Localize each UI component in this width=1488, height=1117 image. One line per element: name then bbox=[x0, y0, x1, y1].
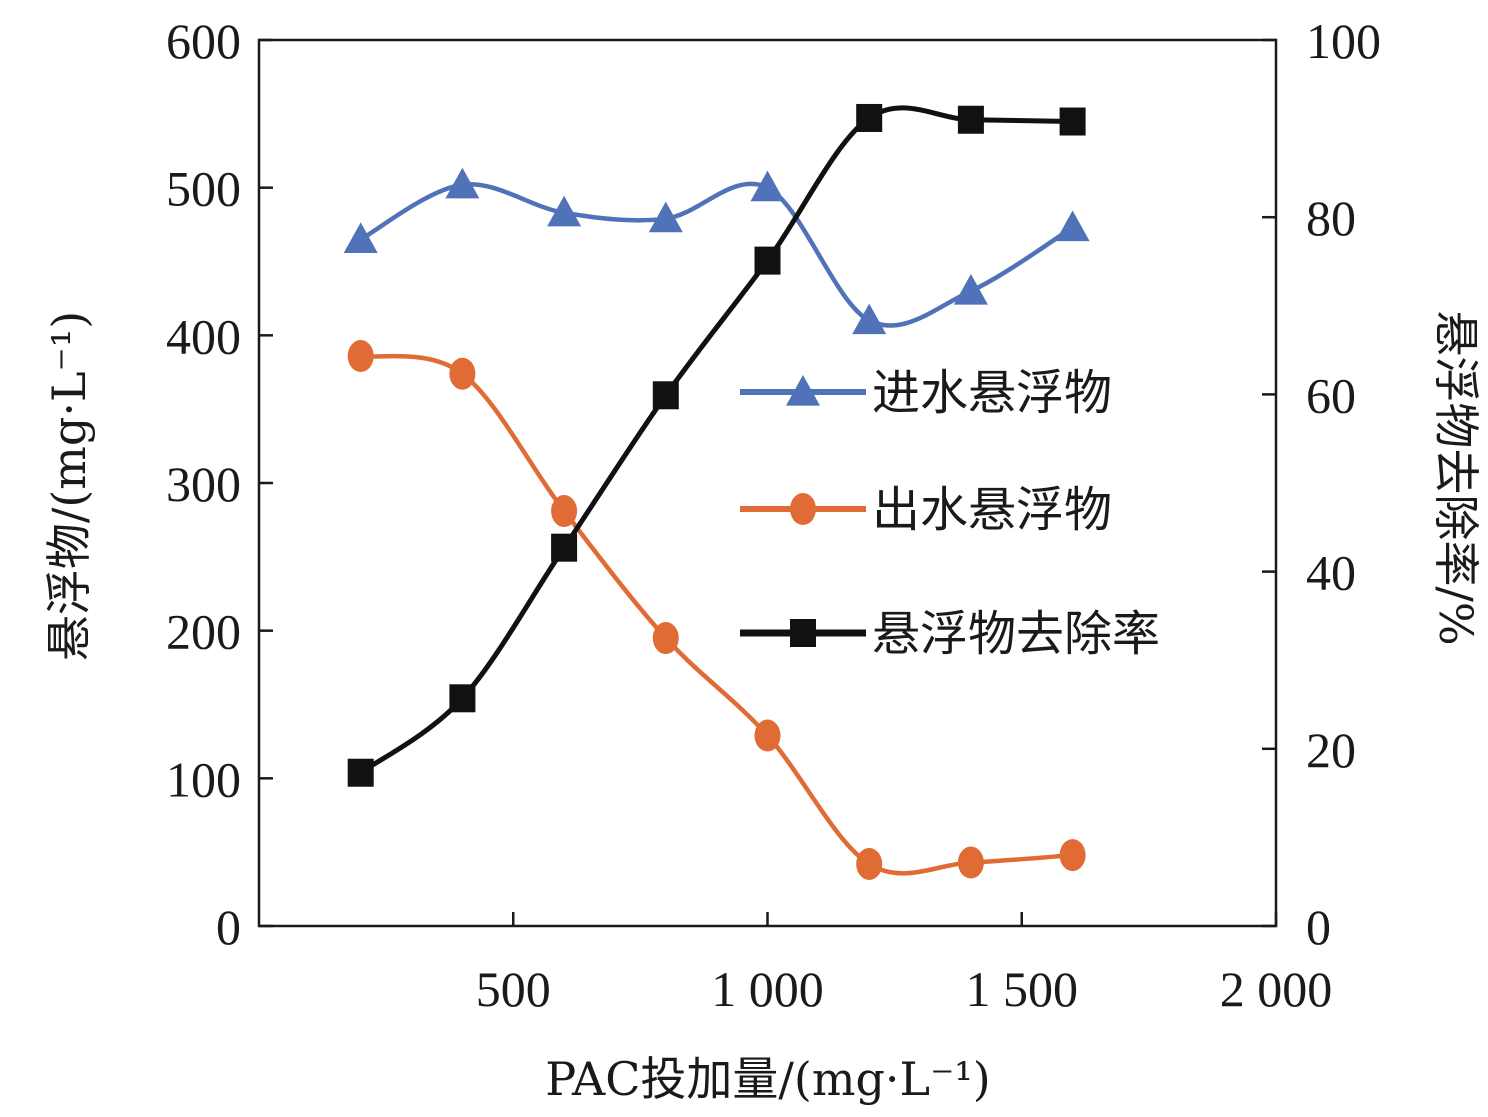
legend-item-outflow-ss: 出水悬浮物 bbox=[740, 482, 1112, 538]
series-inflow-ss bbox=[343, 167, 1090, 335]
data-point-inflow-ss bbox=[445, 167, 480, 199]
data-point-outflow-ss bbox=[856, 847, 883, 880]
x-tick-label: 1 500 bbox=[966, 961, 1079, 1017]
data-point-inflow-ss bbox=[750, 170, 785, 202]
data-point-outflow-ss bbox=[754, 719, 781, 752]
y-left-axis-ticks: 0 100 200 300 400 500 600 bbox=[166, 13, 273, 955]
series-layer bbox=[343, 103, 1090, 880]
y-left-tick-label: 600 bbox=[166, 13, 241, 69]
y-right-axis-ticks: 0 20 40 60 80 100 bbox=[1262, 13, 1381, 955]
legend-label: 悬浮物去除率 bbox=[872, 606, 1160, 662]
y-right-tick-label: 100 bbox=[1306, 13, 1381, 69]
data-point-removal-rate bbox=[652, 381, 679, 410]
x-tick-label: 500 bbox=[476, 961, 551, 1017]
legend-marker bbox=[790, 493, 816, 525]
y-right-tick-label: 60 bbox=[1306, 367, 1356, 423]
data-point-inflow-ss bbox=[852, 303, 887, 335]
y-left-tick-label: 500 bbox=[166, 161, 241, 217]
data-point-removal-rate bbox=[551, 533, 578, 562]
data-point-removal-rate bbox=[754, 246, 781, 275]
data-point-inflow-ss bbox=[648, 201, 683, 233]
data-point-removal-rate bbox=[957, 105, 984, 134]
data-point-outflow-ss bbox=[652, 622, 679, 655]
y-left-tick-label: 200 bbox=[166, 604, 241, 660]
legend-item-inflow-ss: 进水悬浮物 bbox=[740, 365, 1112, 421]
data-point-removal-rate bbox=[347, 758, 374, 787]
data-point-inflow-ss bbox=[1055, 210, 1090, 242]
data-point-removal-rate bbox=[856, 103, 883, 132]
x-axis-title: PAC投加量/(mg·L⁻¹) bbox=[545, 1052, 991, 1106]
x-tick-label: 1 000 bbox=[711, 961, 824, 1017]
data-point-inflow-ss bbox=[343, 222, 378, 253]
y-right-tick-label: 80 bbox=[1306, 190, 1356, 246]
y-left-tick-label: 0 bbox=[216, 899, 241, 955]
x-tick-label: 2 000 bbox=[1220, 961, 1333, 1017]
data-point-inflow-ss bbox=[953, 274, 988, 305]
y-right-axis-title: 悬浮物去除率/% bbox=[1429, 310, 1483, 645]
legend-marker bbox=[790, 619, 816, 647]
series-removal-rate bbox=[347, 103, 1086, 787]
y-right-tick-label: 40 bbox=[1306, 545, 1356, 601]
data-point-outflow-ss bbox=[551, 495, 578, 528]
series-outflow-ss bbox=[347, 340, 1086, 880]
data-point-outflow-ss bbox=[957, 846, 984, 879]
series-line-removal-rate bbox=[359, 105, 1073, 775]
y-left-tick-label: 400 bbox=[166, 308, 241, 364]
data-point-removal-rate bbox=[1059, 107, 1086, 136]
x-axis-ticks: 500 1 000 1 500 2 000 bbox=[476, 912, 1333, 1017]
legend-label: 出水悬浮物 bbox=[872, 482, 1112, 538]
y-left-tick-label: 100 bbox=[166, 751, 241, 807]
series-line-outflow-ss bbox=[360, 353, 1073, 876]
data-point-removal-rate bbox=[449, 684, 476, 713]
y-left-axis-title: 悬浮物/(mg·L⁻¹) bbox=[42, 311, 96, 661]
series-line-inflow-ss bbox=[359, 181, 1074, 328]
legend-label: 进水悬浮物 bbox=[872, 365, 1112, 421]
data-point-outflow-ss bbox=[1059, 839, 1086, 872]
y-left-tick-label: 300 bbox=[166, 456, 241, 512]
y-right-tick-label: 0 bbox=[1306, 899, 1331, 955]
y-right-tick-label: 20 bbox=[1306, 722, 1356, 778]
legend-marker bbox=[786, 375, 820, 406]
data-point-inflow-ss bbox=[547, 195, 582, 227]
data-point-outflow-ss bbox=[449, 357, 476, 390]
legend-item-removal-rate: 悬浮物去除率 bbox=[740, 606, 1160, 662]
data-point-outflow-ss bbox=[347, 340, 374, 373]
